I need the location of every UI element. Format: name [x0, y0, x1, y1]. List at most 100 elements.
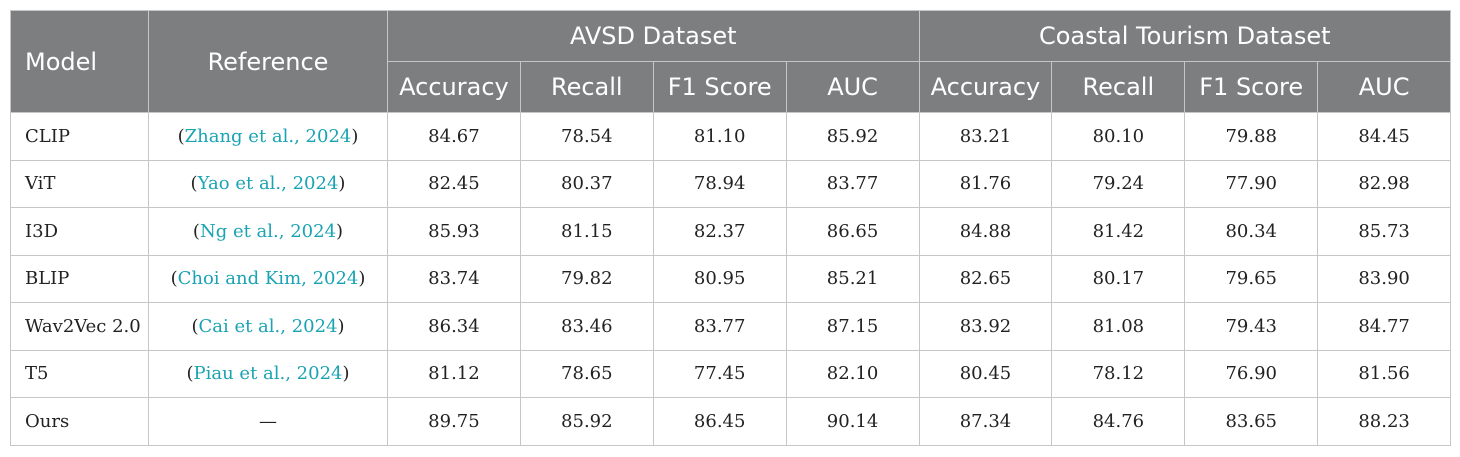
header-metric-recall: Recall [519, 61, 654, 113]
reference-open-paren: ( [191, 315, 199, 337]
reference-open-paren: ( [190, 173, 198, 195]
value-cell: 82.65 [918, 254, 1053, 303]
value-cell: 83.77 [652, 302, 787, 351]
reference-close-paren: ) [336, 220, 344, 242]
reference-dash: — [259, 410, 277, 432]
reference-close-paren: ) [351, 125, 359, 147]
table-row: BLIP (Choi and Kim, 2024) 83.74 79.82 80… [10, 254, 1452, 303]
reference-cell: (Zhang et al., 2024) [148, 112, 388, 161]
reference-cell: (Choi and Kim, 2024) [148, 254, 388, 303]
reference-link[interactable]: Piau et al., 2024 [193, 363, 343, 385]
header-metric-accuracy: Accuracy [387, 61, 521, 113]
header-reference: Reference [148, 10, 388, 113]
value-cell: 77.45 [652, 349, 787, 398]
reference-link[interactable]: Yao et al., 2024 [197, 173, 339, 195]
value-cell: 81.56 [1317, 349, 1452, 398]
table-body: CLIP (Zhang et al., 2024) 84.67 78.54 81… [10, 112, 1452, 446]
value-cell: 82.45 [387, 159, 521, 208]
reference-cell: (Cai et al., 2024) [148, 302, 388, 351]
value-cell: 88.23 [1317, 397, 1452, 446]
value-cell: 85.92 [785, 112, 920, 161]
header-row-metrics: Accuracy Recall F1 Score AUC Accuracy Re… [11, 61, 1452, 113]
value-cell: 83.65 [1184, 397, 1319, 446]
table-row: T5 (Piau et al., 2024) 81.12 78.65 77.45… [10, 349, 1452, 398]
header-metric-recall: Recall [1051, 61, 1186, 113]
value-cell: 86.65 [785, 207, 920, 256]
table-header: Model Reference AVSD Dataset Coastal Tou… [10, 10, 1452, 113]
value-cell: 77.90 [1184, 159, 1319, 208]
value-cell: 90.14 [785, 397, 920, 446]
value-cell: 80.10 [1051, 112, 1186, 161]
value-cell: 78.94 [652, 159, 787, 208]
reference-close-paren: ) [337, 315, 345, 337]
reference-link[interactable]: Ng et al., 2024 [199, 220, 337, 242]
value-cell: 82.10 [785, 349, 920, 398]
reference-close-paren: ) [358, 268, 366, 290]
value-cell: 80.45 [918, 349, 1053, 398]
reference-open-paren: ( [177, 125, 185, 147]
value-cell: 76.90 [1184, 349, 1319, 398]
reference-cell: (Ng et al., 2024) [148, 207, 388, 256]
model-name-cell: I3D [10, 207, 149, 256]
table-row: CLIP (Zhang et al., 2024) 84.67 78.54 81… [10, 112, 1452, 161]
value-cell: 83.92 [918, 302, 1053, 351]
value-cell: 85.92 [519, 397, 654, 446]
value-cell: 79.43 [1184, 302, 1319, 351]
reference-open-paren: ( [192, 220, 200, 242]
value-cell: 84.88 [918, 207, 1053, 256]
value-cell: 81.15 [519, 207, 654, 256]
header-metric-accuracy: Accuracy [918, 61, 1053, 113]
value-cell: 83.46 [519, 302, 654, 351]
reference-link[interactable]: Cai et al., 2024 [198, 315, 338, 337]
reference-open-paren: ( [186, 363, 194, 385]
table-row: ViT (Yao et al., 2024) 82.45 80.37 78.94… [10, 159, 1452, 208]
value-cell: 85.73 [1317, 207, 1452, 256]
value-cell: 78.65 [519, 349, 654, 398]
reference-close-paren: ) [342, 363, 350, 385]
results-table-container: Model Reference AVSD Dataset Coastal Tou… [10, 10, 1452, 446]
header-row-groups: Model Reference AVSD Dataset Coastal Tou… [10, 10, 1452, 113]
header-metric-auc: AUC [1317, 61, 1452, 113]
value-cell: 87.34 [918, 397, 1053, 446]
model-name-cell: BLIP [10, 254, 149, 303]
header-group-avsd: AVSD Dataset [387, 10, 920, 62]
table-row: Wav2Vec 2.0 (Cai et al., 2024) 86.34 83.… [10, 302, 1452, 351]
value-cell: 78.54 [519, 112, 654, 161]
value-cell: 86.34 [387, 302, 521, 351]
value-cell: 80.34 [1184, 207, 1319, 256]
value-cell: 83.77 [785, 159, 920, 208]
value-cell: 87.15 [785, 302, 920, 351]
reference-close-paren: ) [338, 173, 346, 195]
reference-link[interactable]: Zhang et al., 2024 [184, 125, 352, 147]
value-cell: 81.42 [1051, 207, 1186, 256]
value-cell: 86.45 [652, 397, 787, 446]
model-name-cell: Ours [10, 397, 149, 446]
value-cell: 84.76 [1051, 397, 1186, 446]
value-cell: 81.08 [1051, 302, 1186, 351]
reference-link[interactable]: Choi and Kim, 2024 [177, 268, 359, 290]
value-cell: 80.17 [1051, 254, 1186, 303]
header-metric-auc: AUC [785, 61, 920, 113]
reference-cell: (Piau et al., 2024) [148, 349, 388, 398]
value-cell: 84.77 [1317, 302, 1452, 351]
model-name-cell: T5 [10, 349, 149, 398]
reference-cell: — [148, 397, 388, 446]
model-name-cell: CLIP [10, 112, 149, 161]
model-name-cell: Wav2Vec 2.0 [10, 302, 149, 351]
value-cell: 80.37 [519, 159, 654, 208]
value-cell: 79.65 [1184, 254, 1319, 303]
value-cell: 80.95 [652, 254, 787, 303]
value-cell: 83.74 [387, 254, 521, 303]
value-cell: 79.88 [1184, 112, 1319, 161]
value-cell: 82.37 [652, 207, 787, 256]
value-cell: 81.76 [918, 159, 1053, 208]
value-cell: 84.45 [1317, 112, 1452, 161]
value-cell: 81.10 [652, 112, 787, 161]
value-cell: 79.24 [1051, 159, 1186, 208]
header-group-coastal: Coastal Tourism Dataset [918, 10, 1452, 62]
header-metric-f1: F1 Score [1184, 61, 1319, 113]
reference-cell: (Yao et al., 2024) [148, 159, 388, 208]
table-row: I3D (Ng et al., 2024) 85.93 81.15 82.37 … [10, 207, 1452, 256]
results-table: Model Reference AVSD Dataset Coastal Tou… [10, 10, 1452, 446]
value-cell: 83.90 [1317, 254, 1452, 303]
